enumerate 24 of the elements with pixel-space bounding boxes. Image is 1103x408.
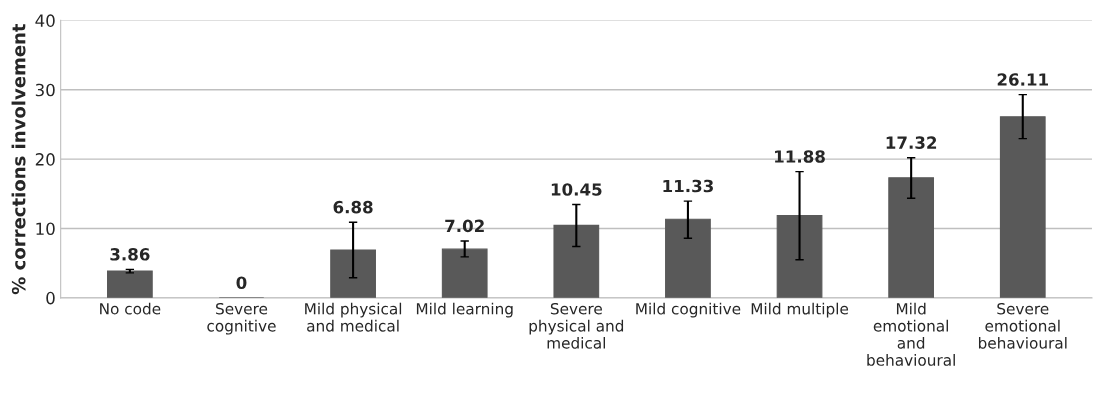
y-tick-label: 40 [35, 14, 55, 27]
x-tick-label: Severe cognitive [207, 302, 276, 335]
data-label: 26.11 [997, 73, 1048, 86]
x-tick-label: Severe physical and medical [529, 302, 624, 349]
y-tick-label: 0 [46, 291, 55, 305]
y-tick-label: 10 [36, 222, 55, 236]
data-label: 0 [236, 276, 247, 290]
x-tick-label: Severe emotional behavioural [978, 302, 1067, 349]
data-label: 7.02 [445, 219, 484, 233]
y-tick-label: 30 [35, 83, 55, 97]
x-tick-label: Mild learning [416, 302, 513, 318]
x-tick-label: Mild physical and medical [305, 302, 402, 332]
data-label: 11.88 [775, 150, 825, 163]
y-tick-label: 20 [35, 153, 55, 166]
data-label: 11.33 [663, 179, 713, 193]
data-label: 6.88 [333, 200, 373, 214]
x-tick-label: Mild emotional and behavioural [867, 302, 955, 366]
x-tick-label: Mild cognitive [636, 302, 741, 318]
x-tick-label: Mild multiple [751, 302, 849, 318]
data-label: 17.32 [886, 136, 937, 149]
x-tick-label: No code [100, 302, 161, 315]
y-axis-title: % corrections involvement [11, 23, 26, 295]
data-label: 3.86 [110, 248, 150, 261]
data-label: 10.45 [551, 183, 602, 196]
